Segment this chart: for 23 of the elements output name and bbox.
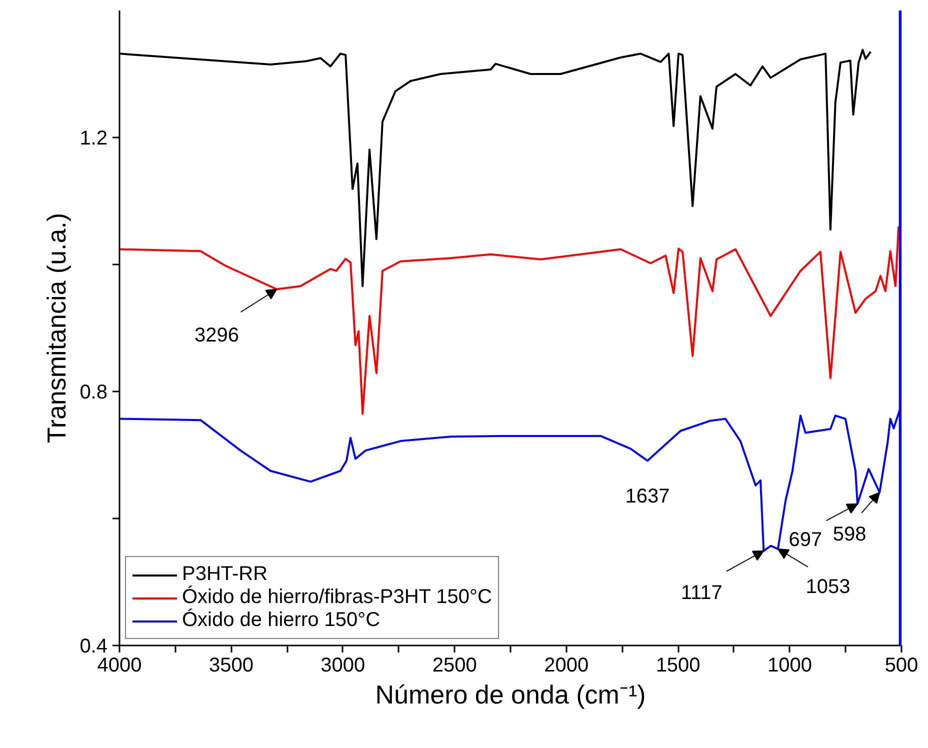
annotation: 697 <box>788 528 822 551</box>
y-tick-label: 0.4 <box>80 636 108 658</box>
annotation: 598 <box>832 523 866 546</box>
legend-label: Óxido de hierro/fibras-P3HT 150°C <box>182 586 492 608</box>
y-tick-label: 0.8 <box>80 382 108 404</box>
x-tick-label: 1000 <box>768 654 812 676</box>
y-tick-label: 1.2 <box>80 128 108 150</box>
y-axis-title: Transmitancia (u.a.) <box>42 212 72 444</box>
line-series <box>120 225 900 415</box>
annotation: 1117 <box>680 582 722 604</box>
annotation: 1053 <box>806 576 850 598</box>
x-tick-label: 2500 <box>432 654 477 676</box>
x-tick-label: 1500 <box>656 654 700 676</box>
x-tick-label: 4000 <box>97 654 142 676</box>
x-tick-label: 2000 <box>544 654 589 676</box>
x-axis-title: Número de onda (cm⁻¹) <box>375 680 646 710</box>
annotation: 1637 <box>625 486 670 508</box>
x-tick-label: 500 <box>884 654 918 676</box>
x-tick-label: 3500 <box>208 654 254 676</box>
annotation: 3296 <box>194 324 240 346</box>
x-tick-label: 3000 <box>320 654 366 676</box>
legend-label: Óxido de hierro 150°C <box>182 609 380 632</box>
legend-label: P3HT-RR <box>182 563 268 586</box>
